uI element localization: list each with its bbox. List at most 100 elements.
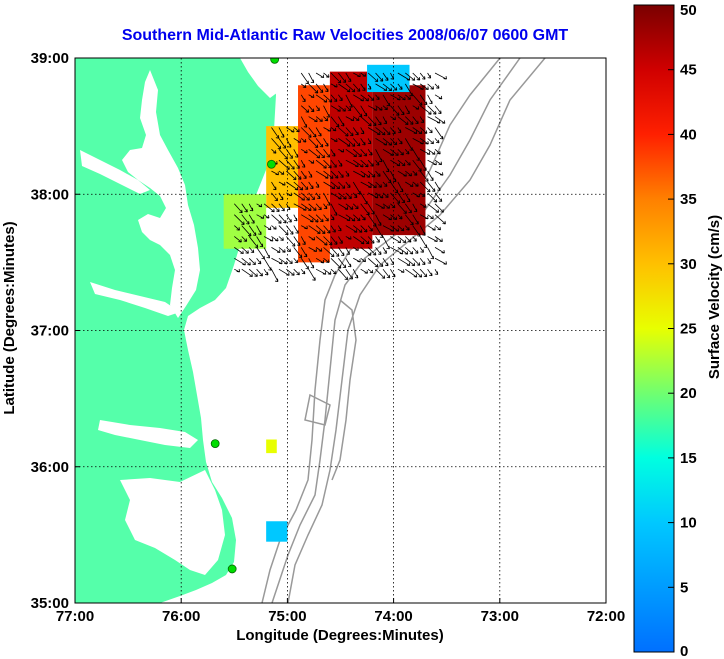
velocity-arrow	[397, 149, 404, 156]
velocity-arrow	[434, 159, 442, 166]
velocity-arrow	[353, 170, 366, 178]
velocity-arrow	[315, 83, 324, 93]
velocity-arrow	[375, 159, 380, 166]
velocity-arrow	[278, 236, 284, 241]
velocity-arrow	[390, 268, 396, 278]
velocity-arrow	[234, 214, 245, 225]
velocity-arrow	[375, 83, 388, 92]
velocity-arrow	[352, 225, 363, 233]
x-tick-label: 72:00	[587, 608, 625, 625]
velocity-arrow	[315, 192, 321, 200]
velocity-arrow	[367, 94, 375, 101]
velocity-arrow	[382, 203, 390, 209]
velocity-arrow	[382, 268, 391, 279]
velocity-arrow	[293, 181, 304, 191]
velocity-arrow	[323, 257, 330, 264]
velocity-arrow	[352, 138, 361, 147]
velocity-arrow	[315, 94, 328, 103]
velocity-arrow	[308, 214, 319, 223]
velocity-arrow	[382, 72, 389, 81]
velocity-arrow	[375, 72, 384, 82]
velocity-arrow	[397, 203, 407, 214]
velocity-arrow	[412, 225, 421, 237]
velocity-arrow	[397, 105, 405, 116]
velocity-arrow	[286, 159, 295, 170]
velocity-arrow	[412, 138, 424, 145]
velocity-arrow	[427, 170, 434, 181]
velocity-arrow	[397, 83, 403, 90]
velocity-arrow	[330, 116, 340, 128]
velocity-arrow	[405, 257, 416, 267]
colorbar-ticks: 0 5 10 15 20 25 30 35 40 45 50	[668, 2, 697, 659]
velocity-arrow	[397, 138, 403, 145]
velocity-arrow	[375, 181, 382, 188]
velocity-arrow	[248, 214, 255, 224]
velocity-arrow	[338, 138, 351, 147]
velocity-arrow	[419, 236, 428, 248]
velocity-arrow	[345, 192, 352, 199]
velocity-arrow	[330, 236, 338, 245]
velocity-arrow	[412, 149, 420, 161]
velocity-arrow	[300, 94, 306, 103]
velocity-arrow	[360, 181, 372, 188]
velocity-arrow	[338, 72, 347, 83]
velocity-arrow	[367, 105, 378, 111]
velocity-arrow	[338, 94, 343, 101]
velocity-arrow	[248, 268, 258, 277]
velocity-arrow	[412, 236, 417, 242]
velocity-arrow	[293, 159, 300, 169]
velocity-arrow	[345, 159, 359, 168]
velocity-arrow	[315, 170, 329, 179]
velocity-arrow	[419, 83, 429, 90]
velocity-arrow	[375, 258, 384, 267]
velocity-arrow	[427, 138, 434, 145]
velocity-arrow	[352, 148, 362, 157]
velocity-arrow	[404, 203, 412, 214]
x-tick-label: 76:00	[162, 608, 200, 625]
velocity-arrow	[278, 159, 290, 170]
colorbar-tick-label: 20	[680, 385, 697, 402]
velocity-arrow	[345, 170, 350, 177]
velocity-arrow	[234, 268, 241, 273]
velocity-arrow	[271, 170, 279, 176]
map-area	[75, 58, 606, 603]
velocity-arrow	[375, 247, 382, 255]
velocity-arrow	[323, 236, 333, 246]
velocity-arrow	[330, 214, 335, 221]
velocity-arrow	[271, 203, 280, 212]
velocity-arrow	[427, 83, 434, 90]
velocity-arrow	[308, 247, 317, 252]
velocity-arrow	[360, 203, 370, 216]
velocity-arrow	[345, 236, 352, 240]
velocity-arrow	[360, 236, 370, 245]
velocity-arrow	[382, 192, 389, 198]
velocity-arrow	[419, 225, 426, 236]
station-marker-3	[227, 564, 237, 574]
velocity-arrow	[427, 94, 433, 105]
bathymetry-contours	[261, 58, 546, 603]
contour-mid	[271, 58, 521, 603]
velocity-arrow	[338, 214, 351, 222]
velocity-arrow	[308, 203, 317, 211]
velocity-arrow	[390, 127, 396, 135]
velocity-arrow	[308, 159, 315, 164]
velocity-arrow	[434, 148, 441, 155]
velocity-arrow	[293, 258, 299, 264]
velocity-arrow	[353, 94, 364, 102]
velocity-arrow	[404, 236, 412, 243]
velocity-arrow	[427, 203, 439, 213]
velocity-arrow	[434, 247, 445, 254]
velocity-arrow	[338, 268, 349, 281]
velocity-arrow	[390, 236, 402, 244]
velocity-arrow	[300, 72, 309, 85]
velocity-arrow	[263, 203, 275, 213]
velocity-arrow	[323, 116, 329, 122]
velocity-arrow	[271, 236, 279, 242]
velocity-arrow	[323, 268, 332, 275]
velocity-arrow	[338, 159, 343, 167]
velocity-arrow	[375, 214, 382, 226]
colorbar-tick-label: 0	[680, 643, 688, 659]
velocity-arrow	[278, 127, 285, 138]
velocity-arrow	[293, 236, 301, 246]
velocity-arrow	[278, 170, 285, 175]
